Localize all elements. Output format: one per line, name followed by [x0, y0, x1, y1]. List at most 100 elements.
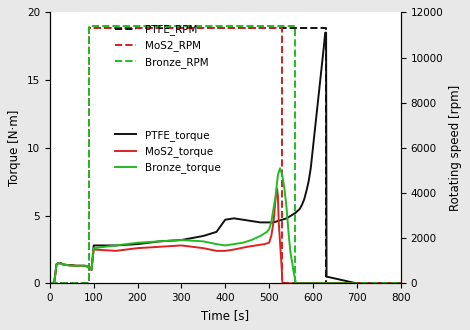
MoS2_torque	[274, 186, 280, 190]
Bronze_torque	[290, 261, 295, 265]
MoS2_RPM	[280, 26, 285, 30]
MoS2_torque	[56, 261, 62, 265]
PTFE_torque	[54, 262, 59, 266]
Bronze_torque	[78, 264, 83, 268]
Bronze_torque	[273, 193, 279, 197]
MoS2_torque	[60, 262, 66, 266]
PTFE_torque	[275, 219, 281, 223]
MoS2_torque	[275, 193, 281, 197]
PTFE_torque	[321, 44, 327, 48]
MoS2_RPM	[86, 26, 92, 30]
Bronze_RPM	[293, 24, 298, 28]
Line: PTFE_torque: PTFE_torque	[50, 33, 357, 283]
Bronze_torque	[354, 281, 360, 285]
Bronze_torque	[249, 238, 254, 242]
Bronze_torque	[201, 239, 206, 243]
MoS2_torque	[253, 244, 259, 248]
Line: Bronze_RPM: Bronze_RPM	[50, 26, 400, 283]
PTFE_RPM	[323, 26, 329, 30]
Bronze_torque	[277, 166, 283, 170]
MoS2_torque	[47, 281, 53, 285]
MoS2_torque	[280, 279, 285, 283]
Bronze_torque	[135, 241, 141, 245]
Bronze_torque	[179, 238, 184, 242]
MoS2_torque	[86, 265, 92, 269]
MoS2_RPM	[398, 281, 403, 285]
Bronze_torque	[268, 220, 274, 224]
Bronze_torque	[284, 207, 290, 211]
MoS2_torque	[89, 268, 94, 272]
Bronze_torque	[113, 244, 118, 248]
MoS2_torque	[69, 264, 75, 268]
MoS2_torque	[201, 246, 206, 250]
MoS2_torque	[276, 220, 282, 224]
Bronze_torque	[73, 264, 79, 268]
MoS2_torque	[214, 249, 219, 253]
MoS2_torque	[271, 220, 276, 224]
Bronze_torque	[82, 264, 88, 268]
Bronze_torque	[64, 263, 70, 267]
Bronze_torque	[240, 241, 246, 245]
Bronze_torque	[222, 244, 228, 248]
Bronze_torque	[287, 248, 293, 251]
MoS2_torque	[82, 264, 88, 268]
Line: MoS2_torque: MoS2_torque	[50, 188, 357, 283]
MoS2_RPM	[86, 281, 92, 285]
MoS2_torque	[277, 241, 283, 245]
PTFE_RPM	[323, 281, 329, 285]
PTFE_torque	[354, 281, 360, 285]
MoS2_torque	[222, 249, 228, 253]
PTFE_RPM	[398, 281, 403, 285]
Line: MoS2_RPM: MoS2_RPM	[50, 28, 400, 283]
Bronze_torque	[231, 242, 237, 246]
X-axis label: Time [s]: Time [s]	[201, 309, 249, 322]
Bronze_torque	[49, 281, 55, 285]
Bronze_torque	[89, 268, 94, 272]
Bronze_torque	[54, 262, 59, 266]
MoS2_torque	[179, 244, 184, 248]
Bronze_RPM	[86, 281, 92, 285]
Y-axis label: Rotating speed [rpm]: Rotating speed [rpm]	[449, 85, 462, 211]
MoS2_torque	[266, 241, 272, 245]
Bronze_RPM	[47, 281, 53, 285]
Bronze_torque	[282, 186, 287, 190]
Bronze_torque	[264, 230, 270, 234]
Bronze_torque	[275, 173, 281, 177]
Bronze_RPM	[293, 281, 298, 285]
MoS2_torque	[157, 245, 162, 249]
Bronze_torque	[214, 242, 219, 246]
Bronze_RPM	[86, 24, 92, 28]
Bronze_torque	[266, 227, 272, 231]
MoS2_torque	[64, 263, 70, 267]
PTFE_torque	[222, 218, 228, 222]
PTFE_torque	[47, 281, 53, 285]
PTFE_torque	[113, 244, 118, 248]
PTFE_torque	[322, 31, 328, 35]
MoS2_torque	[54, 262, 59, 266]
Line: Bronze_torque: Bronze_torque	[50, 168, 357, 283]
Bronze_torque	[51, 280, 57, 284]
Bronze_torque	[292, 275, 298, 279]
MoS2_torque	[135, 246, 141, 250]
MoS2_torque	[51, 280, 57, 284]
MoS2_torque	[268, 234, 274, 238]
Bronze_torque	[271, 207, 276, 211]
Y-axis label: Torque [N·m]: Torque [N·m]	[8, 110, 21, 186]
MoS2_torque	[278, 254, 284, 258]
Bronze_torque	[290, 268, 296, 272]
MoS2_torque	[78, 264, 83, 268]
MoS2_torque	[53, 271, 58, 275]
MoS2_torque	[231, 248, 237, 251]
Bronze_torque	[47, 281, 53, 285]
MoS2_torque	[354, 281, 360, 285]
MoS2_torque	[113, 249, 118, 253]
Bronze_torque	[293, 279, 298, 283]
Bronze_torque	[69, 264, 75, 268]
Bronze_torque	[86, 265, 92, 269]
MoS2_torque	[262, 242, 267, 246]
Bronze_torque	[91, 246, 96, 250]
Line: PTFE_RPM: PTFE_RPM	[50, 28, 400, 283]
PTFE_torque	[284, 216, 290, 220]
MoS2_RPM	[280, 281, 285, 285]
Bronze_torque	[258, 234, 263, 238]
